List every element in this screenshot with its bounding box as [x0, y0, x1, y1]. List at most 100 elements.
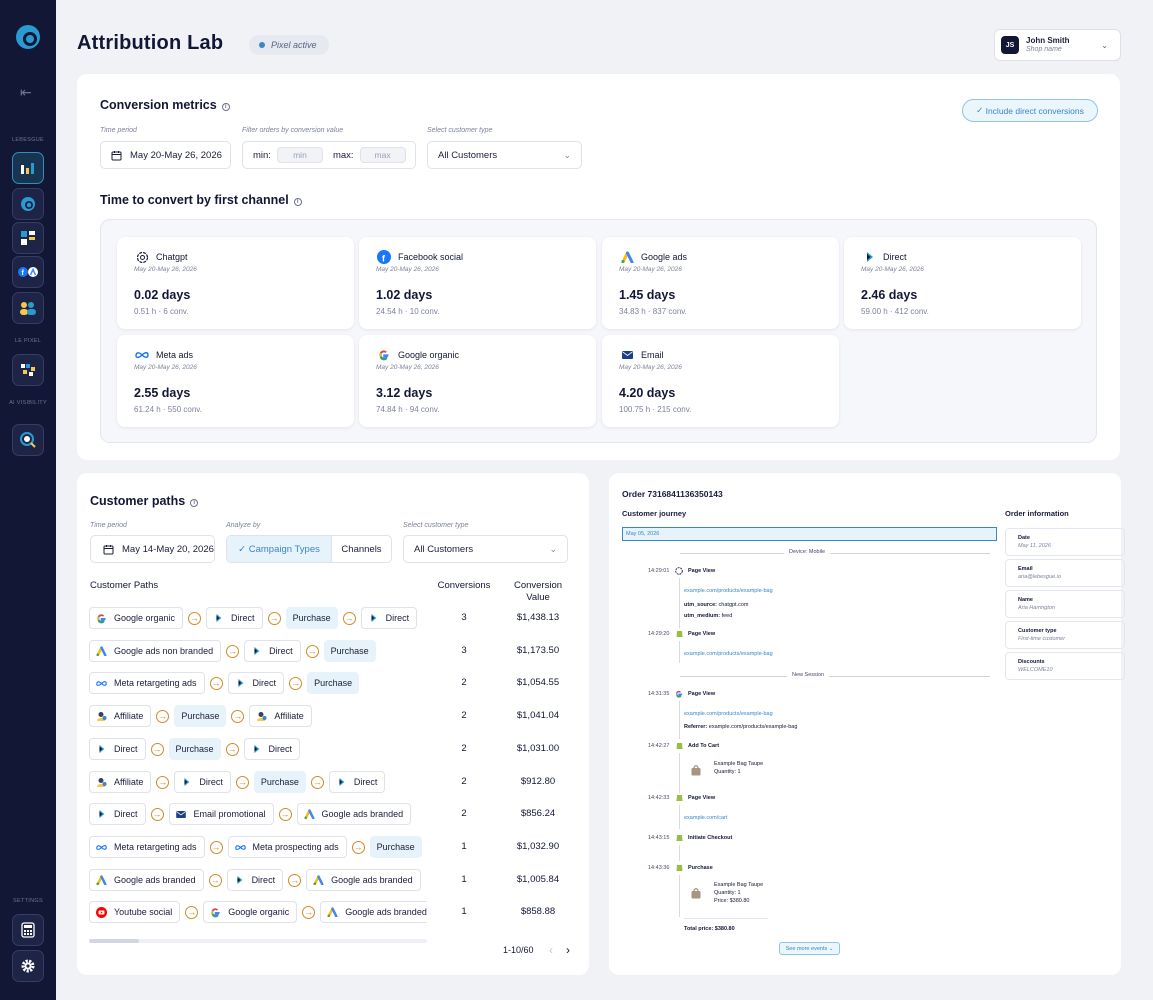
direct-icon [234, 875, 245, 886]
info-icon[interactable]: i [293, 198, 302, 206]
channel-chip: Direct [244, 640, 301, 662]
user-menu[interactable]: JS John Smith Shop name ⌄ [994, 29, 1121, 61]
channel-chip: Affiliate [89, 705, 152, 727]
meta-icon [234, 842, 246, 853]
prev-page-icon[interactable]: ‹ [549, 943, 553, 957]
sidebar-item-ads[interactable]: f [12, 256, 44, 288]
sidebar-item-calculator[interactable] [12, 914, 44, 946]
event-time: 14:43:15 [648, 835, 670, 841]
channel-chip: Youtube social [89, 901, 181, 923]
scrollbar-thumb[interactable] [89, 939, 139, 943]
paths-customer-select[interactable]: All Customers ⌄ [403, 535, 568, 563]
event-link[interactable]: example.com/products/example-bag [684, 711, 773, 717]
total-separator [684, 918, 768, 919]
path-row: Google ads non branded → Direct → Purchase [89, 640, 376, 662]
paths-time-picker[interactable]: May 14-May 20, 2026 [90, 535, 215, 563]
channel-card-meta-ads[interactable]: Meta ads May 20-May 26, 2026 2.55 days 6… [117, 335, 354, 427]
sidebar-item-settings[interactable] [12, 950, 44, 982]
google-ads-icon [313, 875, 324, 886]
calculator-icon [21, 922, 35, 938]
conversions-cell: 2 [461, 677, 467, 688]
channel-chip: Email promotional [168, 803, 274, 825]
event-link[interactable]: example.com/products/example-bag [684, 588, 773, 594]
arrow-right-icon: → [342, 611, 356, 625]
channel-name: Email [641, 350, 664, 360]
event-time: 14:43:36 [648, 865, 670, 871]
channel-sub: 59.00 h · 412 conv. [861, 307, 929, 316]
time-period-value: May 20-May 26, 2026 [130, 149, 222, 161]
channel-date: May 20-May 26, 2026 [134, 266, 197, 273]
time-period-picker[interactable]: May 20-May 26, 2026 [100, 141, 231, 169]
arrow-right-icon: → [310, 775, 324, 789]
channel-chip: Meta retargeting ads [89, 672, 205, 694]
channel-name: Meta ads [156, 350, 194, 360]
conversions-cell: 2 [461, 776, 467, 787]
max-input[interactable]: max [359, 147, 406, 163]
youtube-icon [96, 906, 107, 918]
chip-label: Direct [252, 678, 277, 688]
channel-card-google-ads[interactable]: Google ads May 20-May 26, 2026 1.45 days… [602, 237, 839, 329]
sidebar-item-attribution[interactable] [12, 152, 44, 184]
chip-label: Direct [199, 777, 223, 787]
event-link[interactable]: example.com/cart [684, 815, 728, 821]
sidebar-item-pixel[interactable] [12, 354, 44, 386]
sidebar-item-ai-visibility[interactable] [12, 424, 44, 456]
journey-date-bar: May 05, 2026 [622, 527, 997, 541]
paths-time-label: Time period [90, 522, 127, 529]
shopify-icon [676, 631, 683, 637]
collapse-sidebar-icon[interactable]: ⇤ [20, 84, 32, 100]
facebook-icon: f [377, 250, 391, 264]
shopify-icon [676, 743, 683, 749]
sidebar-item-customers[interactable] [12, 292, 44, 324]
customer-type-select[interactable]: All Customers ⌄ [427, 141, 582, 169]
horizontal-scrollbar[interactable] [89, 939, 427, 943]
utm-medium: utm_medium: feed [684, 613, 733, 619]
event-time: 14:42:33 [648, 795, 670, 801]
paths-customer-value: All Customers [414, 543, 474, 555]
channel-chip: Direct [89, 803, 146, 825]
sidebar-item-dashboard[interactable] [12, 222, 44, 254]
channel-card-chatgpt[interactable]: Chatgpt May 20-May 26, 2026 0.02 days 0.… [117, 237, 354, 329]
avatar: JS [1001, 36, 1019, 54]
order-info-email: Email aria@lebesgue.io [1005, 559, 1125, 587]
channel-card-google-organic[interactable]: Google organic May 20-May 26, 2026 3.12 … [359, 335, 596, 427]
info-icon[interactable]: i [190, 499, 199, 507]
channel-card-direct[interactable]: Direct May 20-May 26, 2026 2.46 days 59.… [844, 237, 1081, 329]
channel-card-email[interactable]: Email May 20-May 26, 2026 4.20 days 100.… [602, 335, 839, 427]
meta-icon [96, 678, 107, 689]
arrow-right-icon: → [150, 742, 164, 756]
channel-chip: Direct [360, 607, 418, 629]
min-input[interactable]: min [276, 147, 323, 163]
info-icon[interactable]: i [221, 103, 230, 111]
lebesgue-logo[interactable] [15, 24, 41, 50]
analyze-channels[interactable]: Channels [341, 543, 382, 555]
conversions-cell: 3 [461, 612, 467, 623]
chip-label: Meta retargeting ads [114, 678, 197, 688]
see-more-events-button[interactable]: See more events ⌄ [779, 942, 840, 955]
google-icon [96, 613, 107, 624]
event-link[interactable]: example.com/products/example-bag [684, 651, 773, 657]
purchase-chip: Purchase [369, 836, 422, 858]
conversion-value-cell: $1,005.84 [516, 874, 560, 885]
next-page-icon[interactable]: › [566, 943, 570, 957]
product-quantity: Quantity: 1 [714, 769, 741, 775]
channel-chip: Direct [206, 607, 263, 629]
event-name: Purchase [688, 865, 713, 871]
conversion-value-filter: min: min max: max [242, 141, 416, 169]
analyze-campaign-types[interactable]: ✓ Campaign Types [227, 536, 332, 562]
paths-list[interactable]: Google organic → Direct → Purchase → Direct Goo… [89, 607, 427, 935]
channel-sub: 74.84 h · 94 conv. [376, 405, 440, 414]
chevron-down-icon: ⌄ [549, 543, 557, 554]
channel-card-facebook[interactable]: f Facebook social May 20-May 26, 2026 1.… [359, 237, 596, 329]
google-ads-icon [620, 250, 634, 264]
calendar-icon [103, 544, 114, 554]
total-price: Total price: $380.80 [684, 926, 735, 932]
shopify-icon [676, 835, 683, 841]
channel-chip: Google organic [89, 607, 184, 629]
channel-chip: Google ads non branded [89, 640, 222, 662]
dashboard-icon [21, 231, 35, 245]
include-direct-toggle[interactable]: ✓ Include direct conversions [962, 99, 1098, 122]
path-row: Affiliate → Purchase → Affiliate [89, 705, 312, 727]
conversion-value-cell: $858.88 [520, 906, 556, 917]
sidebar-item-lebesgue[interactable] [12, 188, 44, 220]
